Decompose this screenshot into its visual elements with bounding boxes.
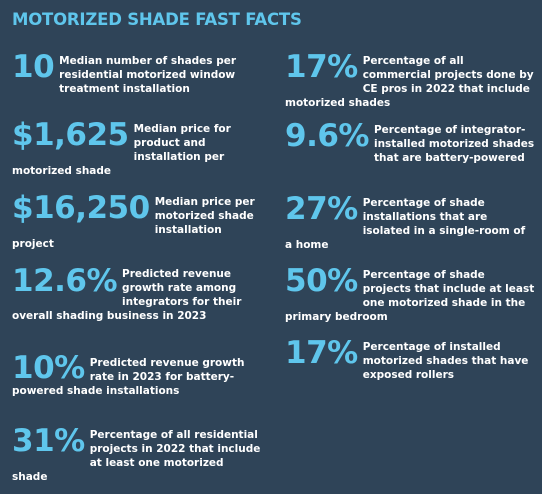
fact-single-room-installations: 27% Percentage of shade installations th… [285, 194, 535, 252]
fact-predicted-revenue-growth: 12.6% Predicted revenue growth rate amon… [12, 266, 262, 323]
fact-median-price-per-shade: $1,625 Median price for product and inst… [12, 120, 262, 178]
fact-description: Percentage of shade installations that a… [285, 197, 526, 251]
fact-description: Median number of shades per residential … [59, 55, 237, 95]
fact-description: Percentage of integrator-installed motor… [373, 124, 535, 164]
fact-commercial-projects: 17% Percentage of all commercial project… [285, 52, 535, 110]
fact-median-shades: 10 Median number of shades per residenti… [12, 52, 262, 96]
fact-exposed-rollers: 17% Percentage of installed motorized sh… [285, 338, 535, 382]
fact-stat: 50% [285, 263, 358, 299]
fact-median-price-per-project: $16,250 Median price per motorized shade… [12, 193, 262, 251]
fact-description: Median price per motorized shade install… [12, 196, 255, 250]
fact-stat: 17% [285, 335, 358, 371]
fact-stat: $1,625 [12, 117, 129, 153]
fact-stat: 10% [12, 350, 85, 386]
fact-description: Percentage of all residential projects i… [12, 429, 261, 483]
fact-stat: 27% [285, 191, 358, 227]
fact-description: Percentage of installed motorized shades… [362, 341, 529, 381]
fact-primary-bedroom: 50% Percentage of shade projects that in… [285, 266, 535, 324]
fact-description: Predicted revenue growth rate in 2023 fo… [12, 357, 245, 397]
fact-stat: 9.6% [285, 118, 369, 154]
fact-stat: 31% [12, 423, 85, 459]
fact-battery-powered-shades: 9.6% Percentage of integrator-installed … [285, 121, 535, 165]
fact-stat: 17% [285, 49, 358, 85]
fact-description: Predicted revenue growth rate among inte… [12, 268, 242, 322]
fact-stat: 12.6% [12, 263, 118, 299]
fact-residential-projects: 31% Percentage of all residential projec… [12, 426, 262, 484]
fact-battery-revenue-growth: 10% Predicted revenue growth rate in 202… [12, 353, 262, 398]
fact-description: Percentage of all commercial projects do… [285, 55, 534, 109]
page-title: MOTORIZED SHADE FAST FACTS [12, 10, 302, 29]
fact-description: Percentage of shade projects that includ… [285, 269, 535, 323]
fact-stat: 10 [12, 49, 55, 85]
fact-description: Median price for product and installatio… [12, 123, 231, 177]
fact-stat: $16,250 [12, 190, 150, 226]
